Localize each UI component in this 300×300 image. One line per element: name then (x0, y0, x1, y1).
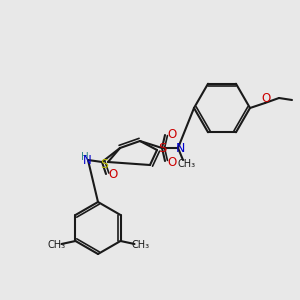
Text: CH₃: CH₃ (47, 240, 65, 250)
Text: O: O (167, 128, 177, 140)
Text: S: S (100, 158, 108, 170)
Text: S: S (158, 142, 166, 154)
Text: N: N (82, 154, 91, 167)
Text: CH₃: CH₃ (131, 240, 150, 250)
Text: CH₃: CH₃ (178, 159, 196, 169)
Text: O: O (167, 155, 177, 169)
Text: O: O (108, 167, 118, 181)
Text: N: N (175, 142, 185, 155)
Text: H: H (81, 152, 89, 162)
Text: O: O (261, 92, 271, 106)
